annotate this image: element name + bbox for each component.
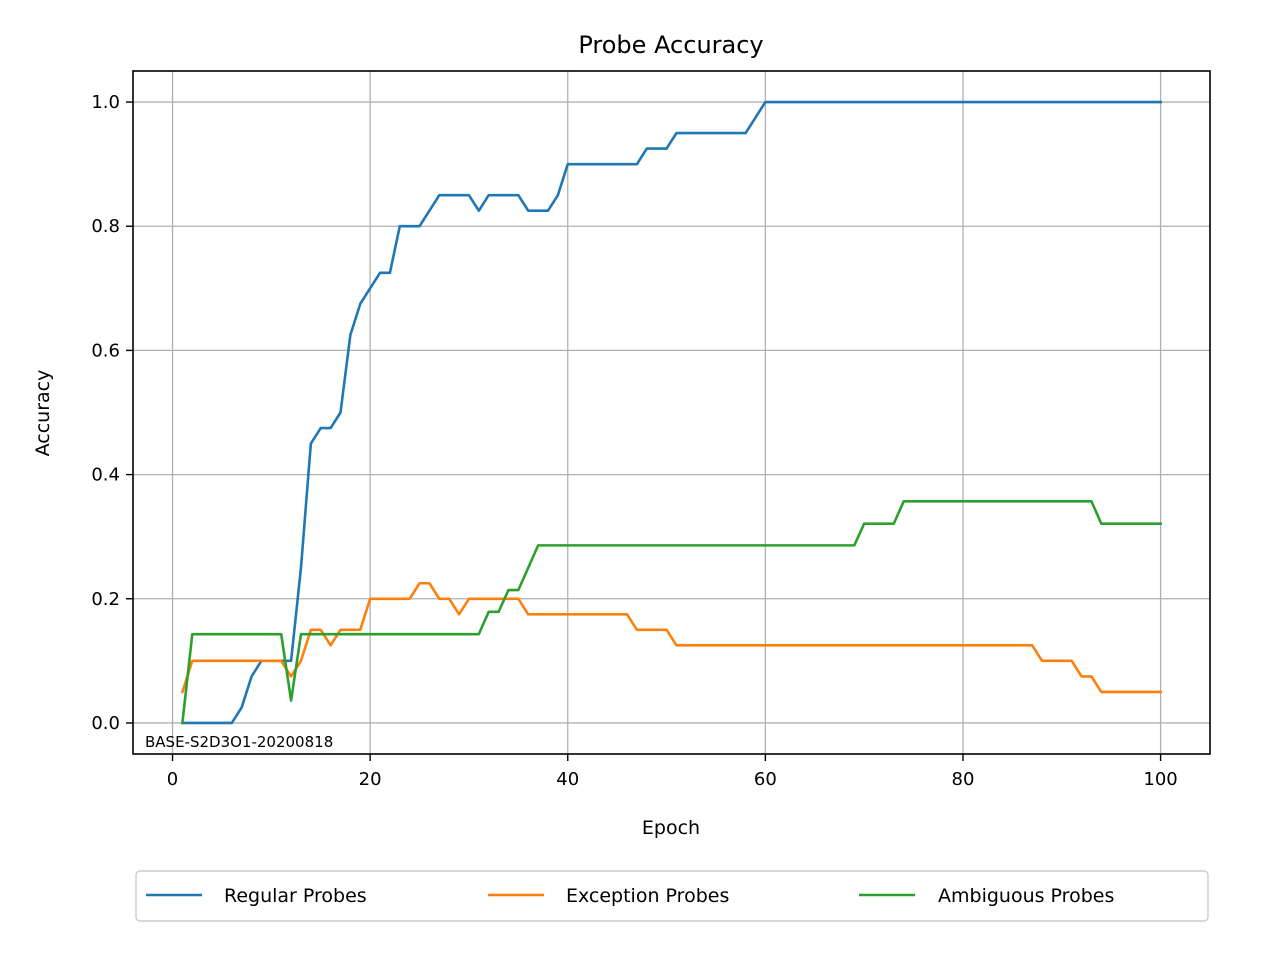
run-id-annotation: BASE-S2D3O1-20200818 [145,733,333,751]
x-tick-label: 100 [1143,769,1177,790]
y-tick-label: 0.0 [91,713,120,734]
legend: Regular Probes Exception Probes Ambiguous … [135,870,1209,922]
legend-box [135,870,1209,922]
legend-label-exception-probes: Exception Probes [566,885,729,907]
y-tick-label: 0.8 [91,216,120,237]
y-tick-label: 0.2 [91,589,120,610]
y-tick-label: 0.4 [91,465,120,486]
y-axis: 0.0 0.2 0.4 0.6 0.8 1.0 [91,92,133,734]
legend-label-ambiguous-probes: Ambiguous Probes [938,885,1114,907]
x-axis: 0 20 40 60 80 100 [167,754,1178,790]
x-tick-label: 80 [952,769,975,790]
grid-lines [133,71,1210,754]
plot-frame [132,70,1211,755]
x-tick-label: 0 [167,769,178,790]
x-tick-label: 20 [359,769,382,790]
x-tick-label: 60 [754,769,777,790]
series-line-ambiguous-probes [180,499,1162,725]
y-tick-label: 0.6 [91,340,120,361]
y-axis-label: Accuracy [32,370,54,457]
chart-title: Probe Accuracy [578,31,763,59]
y-tick-label: 1.0 [91,92,120,113]
series-line-exception-probes [180,581,1162,694]
x-axis-label: Epoch [642,817,700,839]
data-series [180,100,1162,725]
legend-label-regular-probes: Regular Probes [224,885,367,907]
x-tick-label: 40 [556,769,579,790]
